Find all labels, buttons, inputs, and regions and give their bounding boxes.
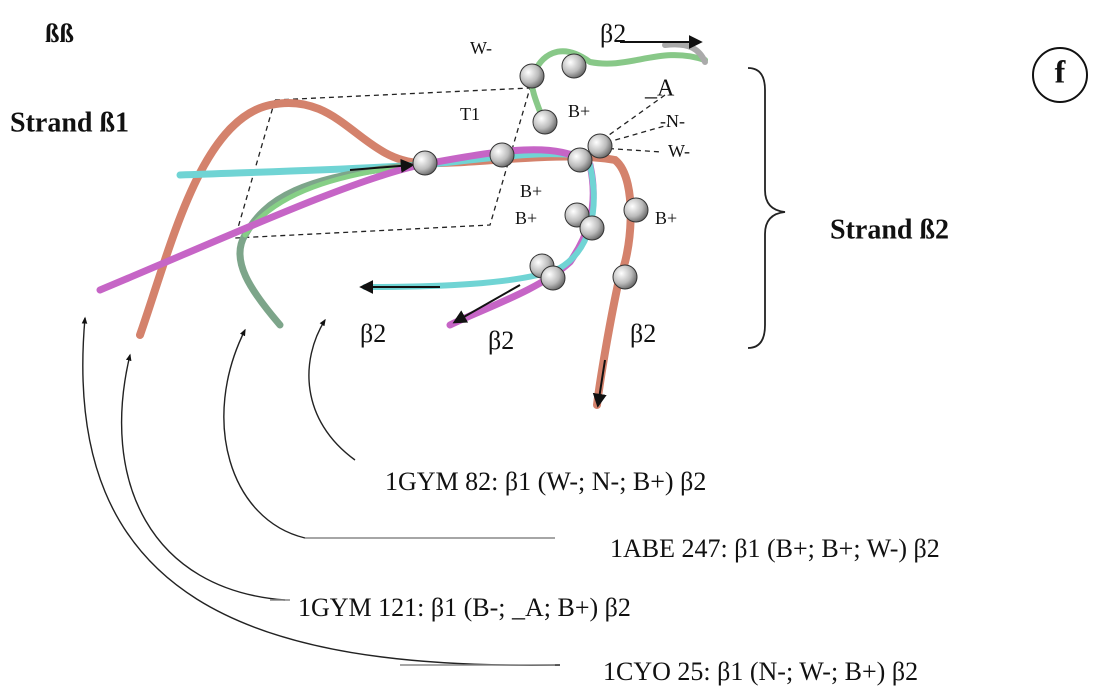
end-label: β2 — [630, 319, 656, 348]
end-label: β2 — [600, 19, 626, 48]
header: ßß — [45, 19, 74, 48]
end-label: β2 — [360, 319, 386, 348]
residue-label: _A — [644, 76, 675, 102]
end-label: β2 — [488, 326, 514, 355]
strand-label: Strand ß2 — [830, 214, 949, 245]
residue-label: W- — [668, 141, 690, 161]
panel-label: f — [1055, 53, 1066, 89]
caption: 1GYM 121: β1 (B-; _A; B+) β2 — [298, 593, 631, 622]
residue-label: -N- — [660, 111, 685, 131]
residue-label: B+ — [520, 181, 542, 201]
caption: 1GYM 82: β1 (W-; N-; B+) β2 — [385, 467, 706, 496]
diagram: ßß Strand ß1 Strand ß2 f W- T1 B+ _A -N-… — [0, 0, 1095, 700]
caption: 1CYO 25: β1 (N-; W-; B+) β2 — [603, 657, 918, 686]
brace — [748, 68, 785, 348]
strands — [100, 44, 705, 405]
strand-label: Strand ß1 — [10, 107, 129, 138]
residue-label: B+ — [568, 101, 590, 121]
residue-label: W- — [470, 38, 492, 58]
residue-label: T1 — [460, 104, 480, 124]
residue-label: B+ — [515, 208, 537, 228]
residue-label: B+ — [655, 208, 677, 228]
caption: 1ABE 247: β1 (B+; B+; W-) β2 — [610, 534, 940, 563]
